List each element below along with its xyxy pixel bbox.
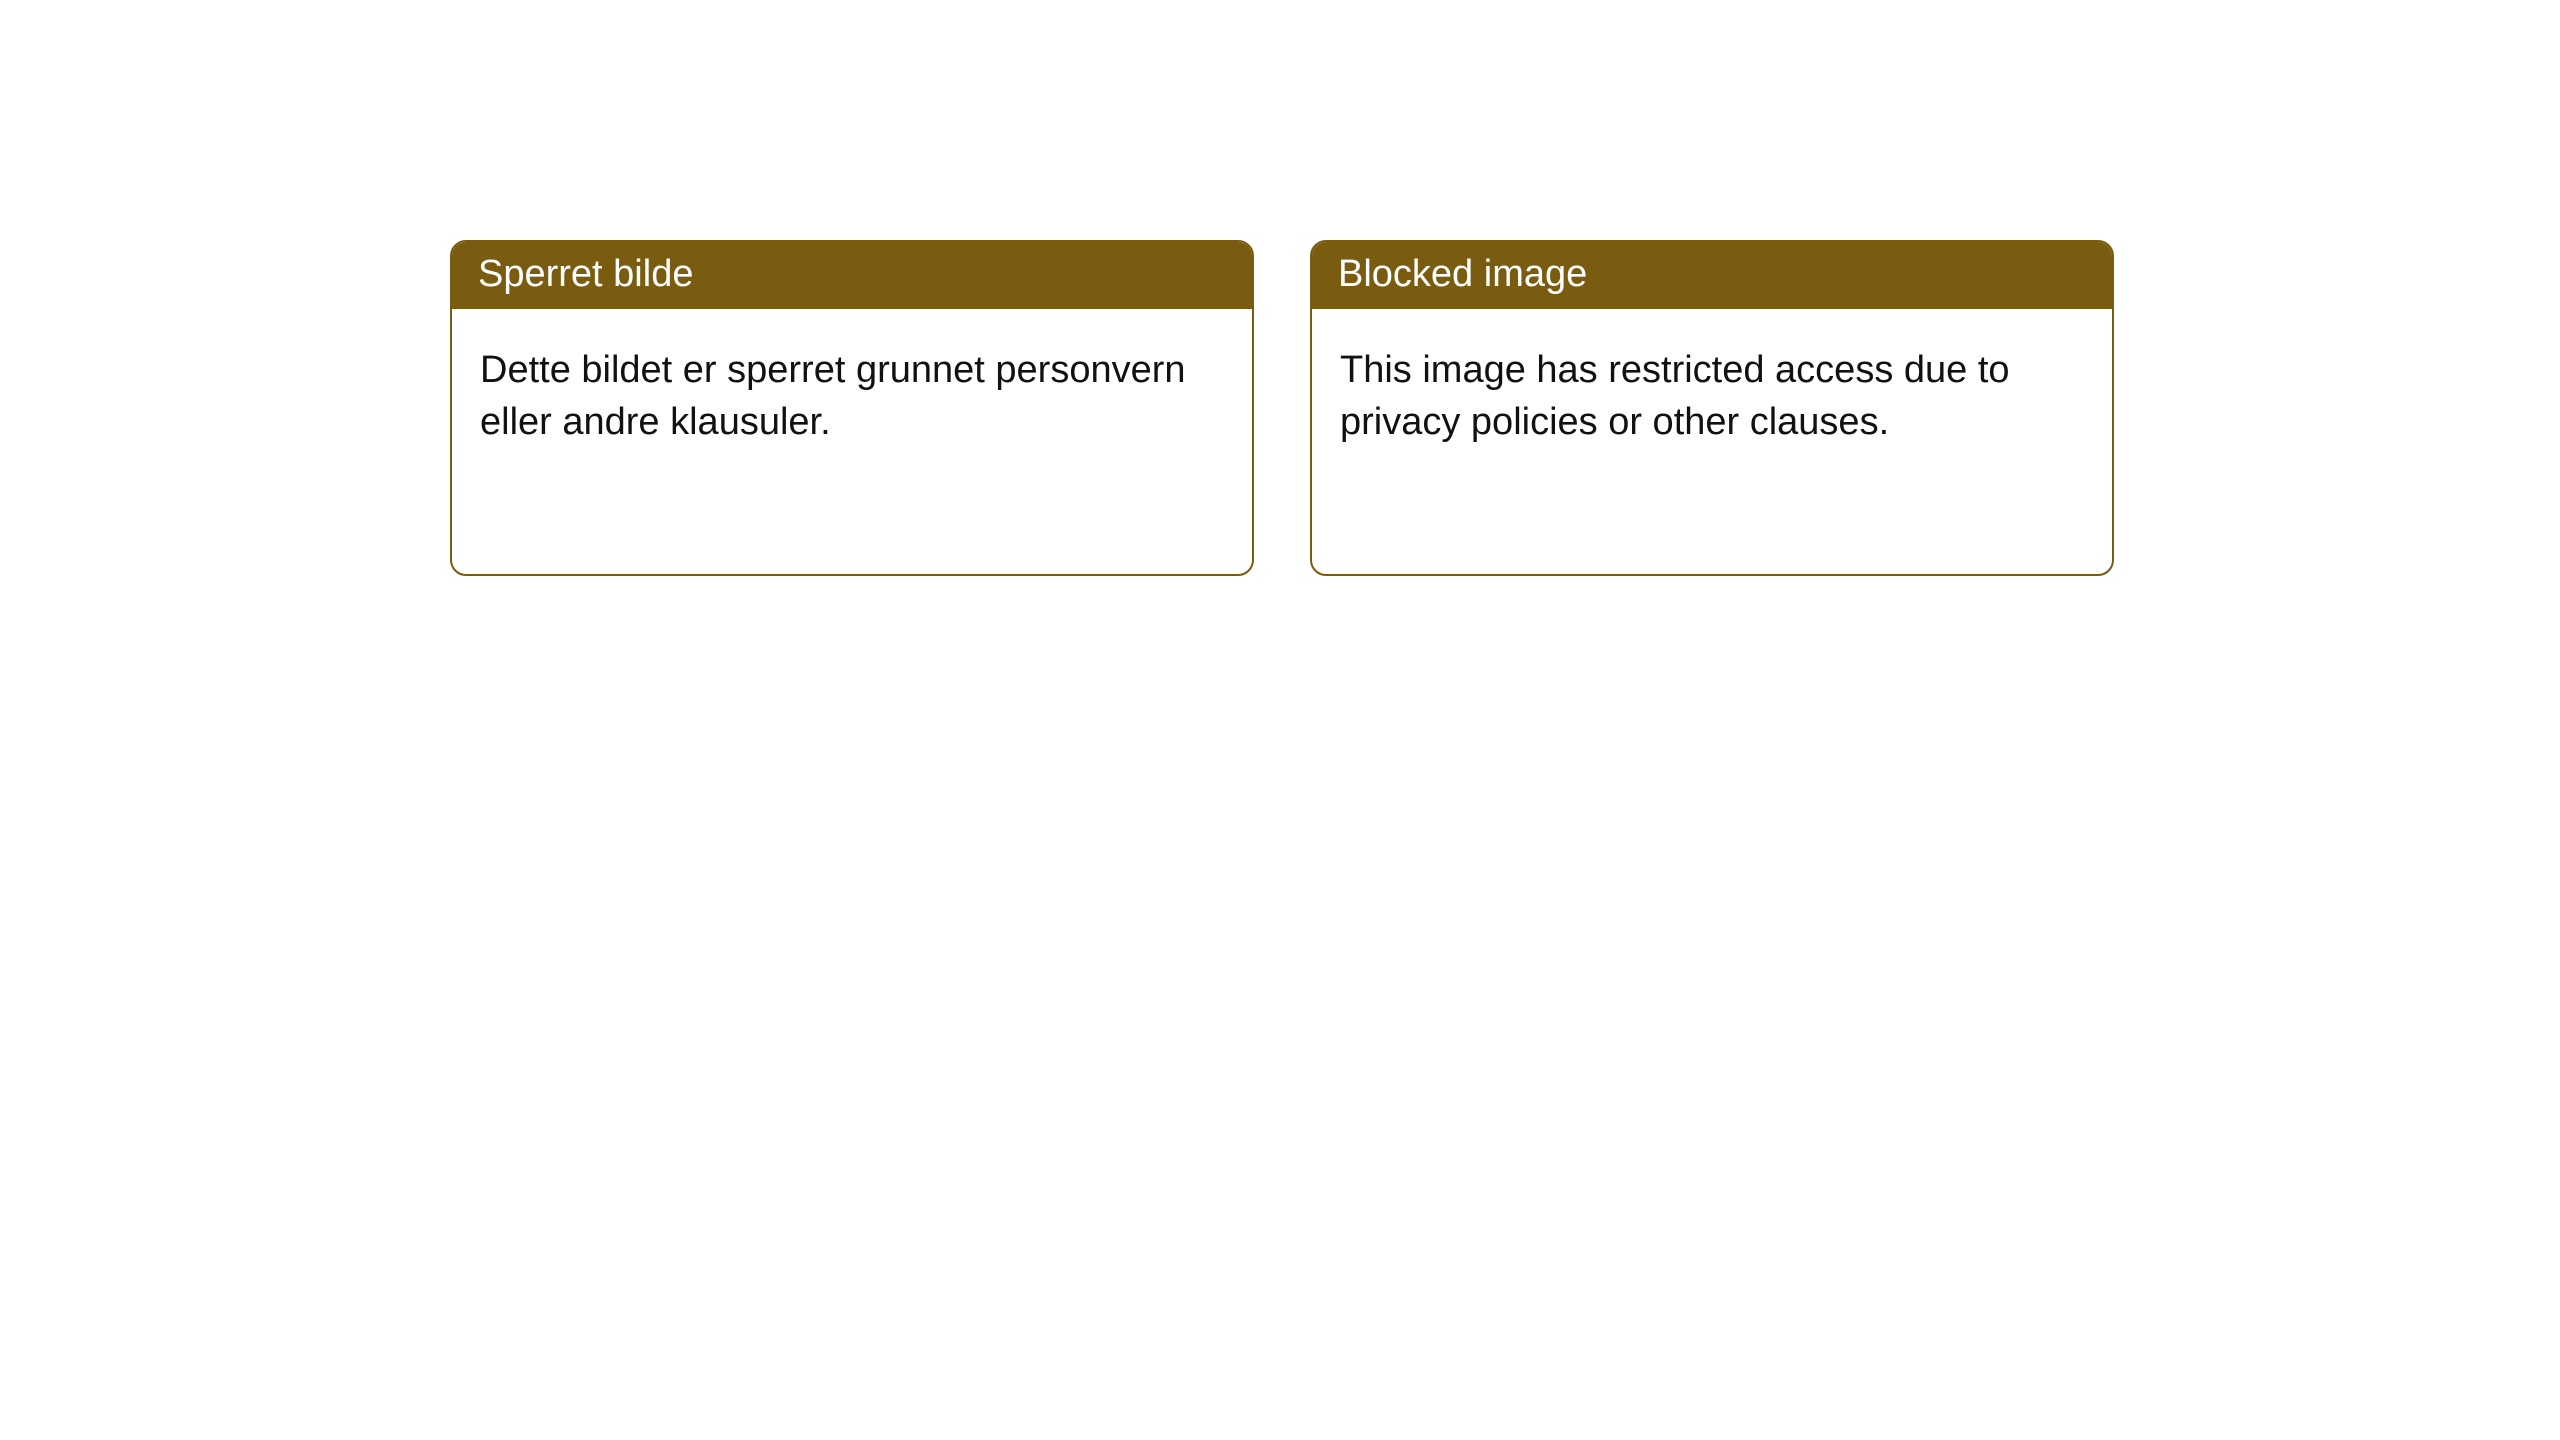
notice-container: Sperret bilde Dette bildet er sperret gr… <box>0 0 2560 576</box>
notice-card-no: Sperret bilde Dette bildet er sperret gr… <box>450 240 1254 576</box>
notice-title-en: Blocked image <box>1312 242 2112 309</box>
notice-card-en: Blocked image This image has restricted … <box>1310 240 2114 576</box>
notice-title-no: Sperret bilde <box>452 242 1252 309</box>
notice-body-en: This image has restricted access due to … <box>1312 309 2112 484</box>
notice-body-no: Dette bildet er sperret grunnet personve… <box>452 309 1252 484</box>
